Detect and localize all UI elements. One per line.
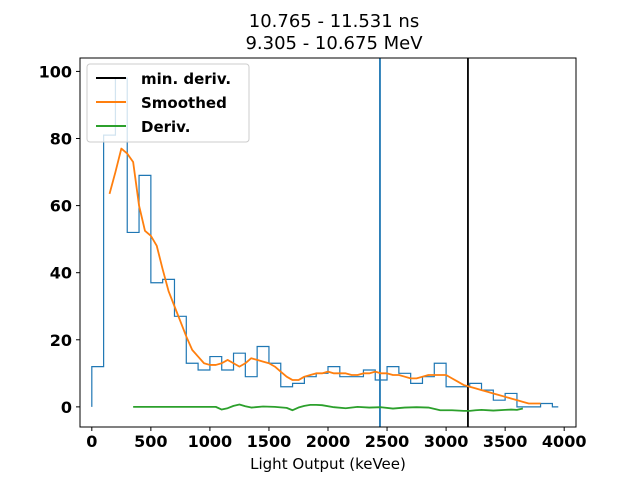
y-axis: 0 20 40 60 80 100: [39, 62, 80, 417]
legend-label-deriv: Deriv.: [141, 118, 190, 136]
y-tick-label: 100: [39, 62, 72, 81]
x-tick-label: 2000: [306, 432, 351, 451]
x-tick-label: 3500: [483, 432, 528, 451]
x-tick-label: 4000: [542, 432, 587, 451]
series-line-smoothed: [108, 147, 541, 405]
legend: min. deriv. Smoothed Deriv.: [86, 63, 250, 143]
y-tick-label: 0: [61, 398, 72, 417]
legend-frame: [86, 63, 250, 143]
x-tick-label: 0: [86, 432, 97, 451]
x-tick-label: 500: [134, 432, 167, 451]
x-tick-label: 1500: [247, 432, 292, 451]
legend-label-min-deriv: min. deriv.: [141, 70, 231, 88]
chart-title-line-2: 9.305 - 10.675 MeV: [245, 33, 423, 54]
x-tick-label: 2500: [365, 432, 410, 451]
series-line-deriv: [133, 403, 524, 412]
y-tick-label: 20: [50, 331, 72, 350]
chart-title-line-1: 10.765 - 11.531 ns: [249, 11, 419, 32]
plot-area: [79, 57, 577, 428]
legend-label-smoothed: Smoothed: [141, 94, 227, 112]
x-axis-label: Light Output (keVee): [250, 455, 406, 473]
x-tick-label: 3000: [424, 432, 469, 451]
x-axis: 0 500 1000 1500 2000 2500 3000 3500 4000: [86, 427, 586, 451]
x-tick-label: 1000: [188, 432, 233, 451]
y-tick-label: 80: [50, 130, 72, 149]
y-tick-label: 60: [50, 197, 72, 216]
y-tick-label: 40: [50, 264, 72, 283]
